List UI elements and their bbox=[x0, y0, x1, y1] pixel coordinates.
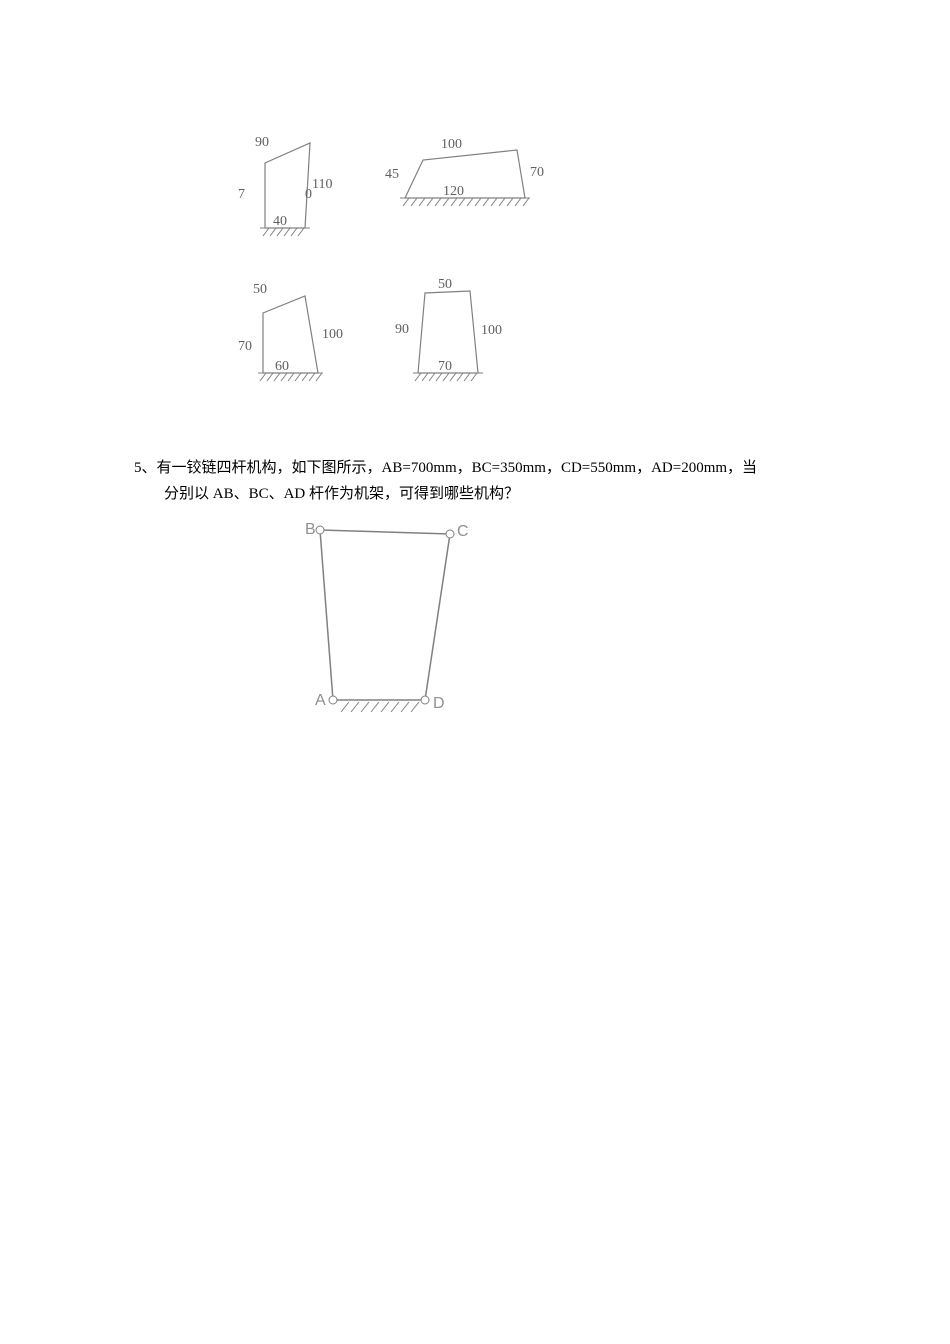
label-C: C bbox=[457, 523, 469, 540]
diagram-1: 90 70 110 40 bbox=[238, 135, 332, 236]
diagram-4: 50 90 100 70 bbox=[395, 277, 502, 381]
d3-ground-hatch bbox=[258, 373, 323, 381]
d2-ground-hatch bbox=[400, 198, 530, 206]
d2-right-label: 70 bbox=[530, 165, 544, 180]
label-A: A bbox=[315, 692, 326, 709]
d1-bottom-label: 40 bbox=[273, 214, 287, 229]
d4-left-label: 90 bbox=[395, 322, 409, 337]
d3-top-label: 50 bbox=[253, 282, 267, 297]
mechanism-figure: B C A D bbox=[295, 510, 495, 735]
four-bar-diagrams: 90 70 110 40 100 45 70 120 bbox=[235, 128, 635, 453]
label-D: D bbox=[433, 695, 445, 712]
d1-right-label: 110 bbox=[312, 177, 332, 192]
d4-top-label: 50 bbox=[438, 277, 452, 292]
question-number: 5、 bbox=[134, 460, 157, 476]
d4-ground-hatch bbox=[413, 373, 483, 381]
d1-ground-hatch bbox=[260, 228, 310, 236]
question-text-line2: 分别以 AB、BC、AD 杆作为机架，可得到哪些机构？ bbox=[164, 482, 834, 508]
d4-bottom-label: 70 bbox=[438, 359, 452, 374]
mechanism-svg: B C A D bbox=[295, 510, 495, 730]
d1-left-label: 70 bbox=[238, 187, 312, 202]
d3-left-label: 70 bbox=[238, 339, 252, 354]
d1-top-label: 90 bbox=[255, 135, 269, 150]
question-text-line1: 有一铰链四杆机构，如下图所示，AB=700mm，BC=350mm，CD=550m… bbox=[157, 460, 758, 476]
diagram-3: 50 70 100 60 bbox=[238, 282, 343, 381]
d4-right-label: 100 bbox=[481, 323, 502, 338]
question-5: 5、有一铰链四杆机构，如下图所示，AB=700mm，BC=350mm，CD=55… bbox=[134, 456, 834, 507]
d2-top-label: 100 bbox=[441, 137, 462, 152]
d2-left-label: 45 bbox=[385, 167, 399, 182]
main-ground-hatch bbox=[341, 702, 419, 712]
diagram-2: 100 45 70 120 bbox=[385, 137, 544, 206]
d3-right-label: 100 bbox=[322, 327, 343, 342]
label-B: B bbox=[305, 521, 316, 538]
d2-bottom-label: 120 bbox=[443, 184, 464, 199]
diagrams-svg: 90 70 110 40 100 45 70 120 bbox=[235, 128, 655, 448]
d3-bottom-label: 60 bbox=[275, 359, 289, 374]
